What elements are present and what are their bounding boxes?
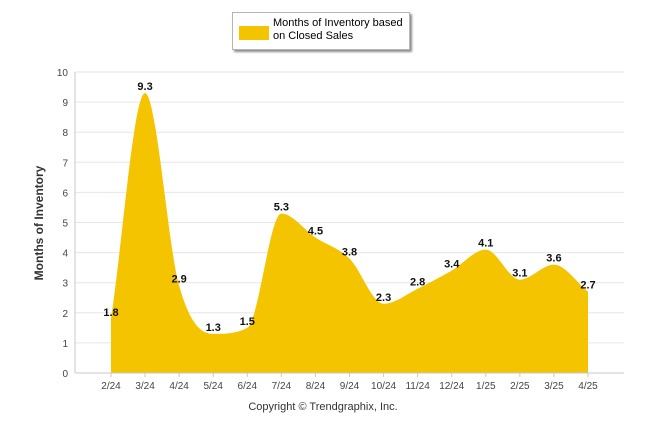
y-tick-label: 9 [62,98,68,109]
x-tick-label: 9/24 [340,381,360,392]
y-tick-label: 6 [62,188,68,199]
x-tick-label: 1/25 [476,381,496,392]
x-tick-label: 10/24 [371,381,396,392]
y-axis-title: Months of Inventory [32,165,46,281]
x-tick-label: 8/24 [306,381,326,392]
data-label: 9.3 [137,81,152,93]
y-tick-label: 1 [62,339,68,350]
x-tick-label: 5/24 [203,381,223,392]
legend-swatch [239,26,269,40]
x-tick-label: 3/24 [135,381,155,392]
x-tick-label: 6/24 [238,381,258,392]
axes: 0 1 2 3 4 5 6 7 8 9 10 2/24 3/24 4/24 5/24 6/24 7/24 8/24… [57,68,624,392]
data-label: 5.3 [274,201,289,213]
x-tick-label: 12/24 [439,381,464,392]
series-area [111,93,588,373]
data-label: 4.1 [478,238,493,250]
data-label: 2.7 [580,280,595,292]
x-tick-label: 4/25 [578,381,598,392]
data-label: 1.3 [206,322,221,334]
series-layer [111,93,588,373]
data-label: 1.8 [103,307,118,319]
data-labels: 1.8 9.3 2.9 1.3 1.5 5.3 4.5 3.8 2.3 2.8 3.4 4.1 3.1 3… [103,81,595,334]
data-label: 4.5 [308,226,323,238]
y-tick-label: 3 [62,279,68,290]
data-label: 3.8 [342,247,357,259]
legend: Months of Inventory based on Closed Sale… [232,12,410,50]
x-tick-label: 2/25 [510,381,530,392]
y-tick-label: 5 [62,219,68,230]
data-label: 2.8 [410,277,425,289]
y-tick-label: 2 [62,309,68,320]
x-tick-label: 7/24 [272,381,292,392]
y-tick-label: 4 [62,249,68,260]
y-tick-label: 7 [62,158,68,169]
data-label: 1.5 [240,316,255,328]
data-label: 3.1 [512,268,527,280]
y-tick-label: 8 [62,128,68,139]
copyright-footer: Copyright © Trendgraphix, Inc. [248,401,398,413]
x-tick-label: 11/24 [405,381,430,392]
data-label: 3.6 [546,253,561,265]
data-label: 2.9 [171,274,186,286]
x-tick-label: 2/24 [101,381,121,392]
data-label: 2.3 [376,292,391,304]
legend-label: Months of Inventory based on Closed Sale… [273,17,403,42]
x-tick-label: 3/25 [544,381,564,392]
y-tick-label: 0 [62,369,68,380]
data-label: 3.4 [444,259,460,271]
y-tick-label: 10 [57,68,69,79]
x-tick-label: 4/24 [169,381,189,392]
